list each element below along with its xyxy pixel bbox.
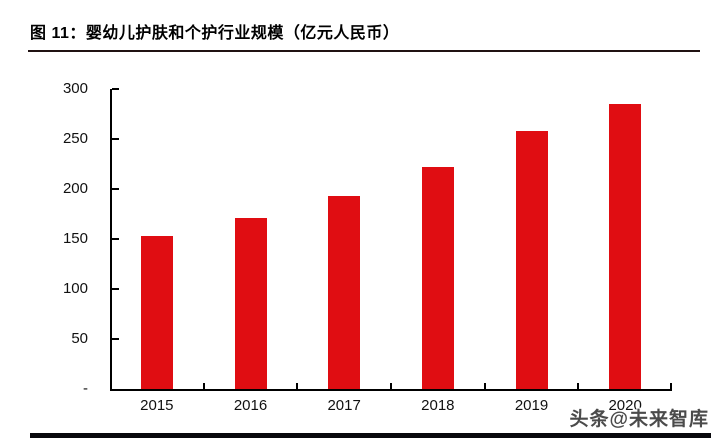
y-axis-label: 150 [62, 230, 88, 247]
x-axis-label: 2020 [608, 397, 642, 414]
x-axis-tick [296, 383, 299, 389]
title-underline [28, 50, 700, 52]
y-axis-label: 300 [62, 80, 88, 97]
y-axis-label: 100 [62, 280, 88, 297]
y-axis-label: 200 [62, 180, 88, 197]
y-axis-label: - [83, 380, 88, 397]
x-axis-label: 2017 [327, 397, 361, 414]
y-axis-label: 50 [71, 330, 88, 347]
bar [140, 236, 173, 389]
x-axis-line [110, 389, 672, 391]
x-axis-label: 2016 [233, 397, 268, 414]
x-axis-label: 2019 [514, 397, 549, 414]
x-axis-tick [202, 383, 205, 389]
watermark: 头条@未来智库 [569, 409, 709, 430]
y-axis-tick [112, 188, 119, 190]
y-axis-tick [112, 338, 119, 340]
y-axis-tick [112, 88, 119, 90]
bar [421, 167, 454, 389]
figure-title: 图 11：婴幼儿护肤和个护行业规模（亿元人民币） [30, 25, 400, 42]
bottom-border [30, 433, 711, 438]
x-axis-tick [390, 383, 392, 389]
x-axis-label: 2015 [140, 397, 174, 414]
bar [328, 196, 361, 389]
y-axis-tick [112, 138, 119, 140]
bar [609, 104, 642, 389]
y-axis-tick [112, 288, 119, 290]
x-axis-label: 2018 [421, 397, 455, 414]
x-axis-tick [483, 383, 486, 389]
y-axis-line [110, 89, 112, 391]
x-axis-tick [670, 383, 672, 389]
x-axis-tick [577, 383, 580, 389]
y-axis-label: 250 [62, 130, 88, 147]
bar [515, 131, 548, 389]
bar [234, 218, 267, 389]
y-axis-tick [112, 238, 119, 240]
